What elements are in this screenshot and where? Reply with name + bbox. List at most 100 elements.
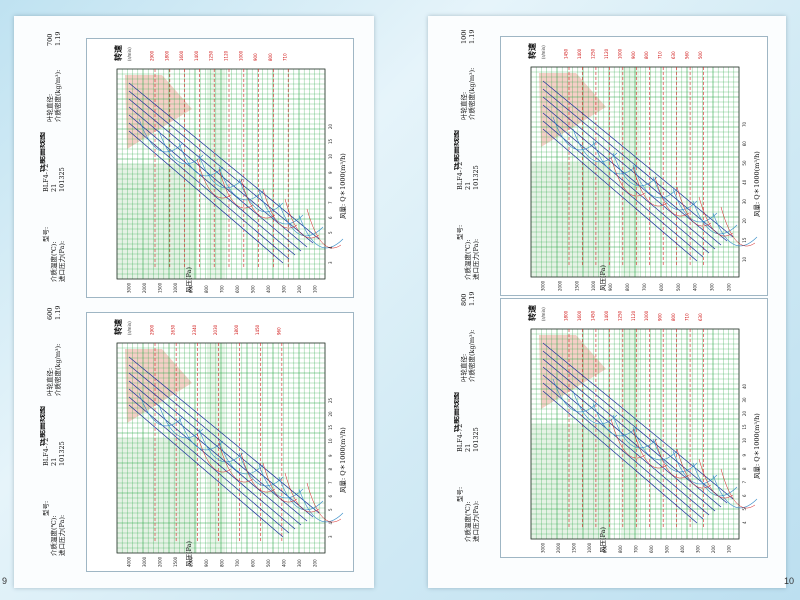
speed-tick: 1400: [604, 310, 609, 321]
impeller-label: 叶轮直径:: [459, 92, 468, 120]
speed-label: 转速: [113, 319, 123, 335]
efficiency-curve: [572, 390, 618, 425]
efficiency-curve: [298, 214, 344, 249]
operating-line: [128, 364, 314, 518]
speed-tick: 1000: [617, 48, 622, 59]
flow-tick: 4: [328, 246, 333, 249]
model-label: 型号:: [455, 487, 464, 502]
flow-axis-label: 风量: Q＊1000(m³/h): [339, 153, 347, 219]
efficiency-curve: [158, 130, 204, 165]
power-curve: [632, 428, 668, 469]
temp-label: 介质温度(℃):: [49, 515, 58, 556]
operating-line: [128, 106, 302, 252]
flow-tick: 3: [328, 535, 333, 538]
model-label: 型号:: [41, 501, 50, 516]
speed-tick: 2630: [171, 324, 176, 335]
spec-block: 型号: BLF4-72 介质温度(℃): 21 进口压力(Pa): 101325 性能曲线图…: [450, 25, 494, 280]
speed-tick: 1450: [590, 310, 595, 321]
flow-tick: 7: [328, 481, 333, 484]
efficiency-curve: [612, 414, 658, 449]
efficiency-curve: [198, 154, 244, 189]
efficiency-curve: [198, 428, 244, 463]
speed-unit: (r/min): [127, 47, 132, 61]
pressure-tick: 2000: [158, 556, 163, 567]
chart-panel-700: 2900 1800 1600 1400 1250 1120 1000 900 800 710 转速(…: [86, 38, 354, 298]
speed-tick: 1600: [179, 50, 184, 61]
flow-tick: 15: [328, 138, 333, 144]
temp-label: 介质温度(℃):: [49, 241, 58, 282]
pressure-tick: 700: [634, 545, 639, 553]
performance-chart: 2900 2630 2340 2030 1800 1450 960 转速 (r/min) 4000…: [113, 319, 347, 567]
temp-value: 21: [50, 184, 58, 192]
efficiency-curve: [632, 426, 678, 461]
impeller-value: 700: [46, 34, 54, 46]
power-curve: [262, 188, 298, 229]
pressure-tick: 900: [204, 559, 209, 567]
operating-line: [128, 130, 284, 264]
flow-axis-label: 风量: Q＊1000(m³/h): [753, 413, 761, 479]
efficiency-curve: [278, 476, 324, 511]
pressure-tick: 2000: [556, 542, 561, 553]
pressure-tick: 1500: [574, 280, 579, 291]
shade-region: [531, 162, 611, 277]
pressure-tick: 3000: [142, 556, 147, 567]
speed-tick: 1250: [590, 48, 595, 59]
efficiency-curve: [298, 488, 344, 523]
chart-title: 性能曲线图: [40, 406, 46, 446]
chart-title: 性能曲线图: [40, 132, 46, 172]
speed-tick: 1600: [577, 310, 582, 321]
operating-line: [128, 388, 296, 530]
pressure-tick: 4000: [127, 556, 132, 567]
pressure-tick: 300: [710, 283, 715, 291]
model-label: 型号:: [455, 225, 464, 240]
pressure-tick: 500: [665, 545, 670, 553]
power-curve: [218, 442, 254, 483]
pressure-tick: 1000: [173, 282, 178, 293]
flow-tick: 15: [742, 424, 747, 430]
pressure-tick: 600: [251, 559, 256, 567]
efficiency-curve: [138, 392, 184, 427]
pressure-tick: 500: [676, 283, 681, 291]
temp-value: 21: [50, 458, 58, 466]
grid: [116, 68, 326, 280]
impeller-value: 1000: [460, 30, 468, 44]
pressure-tick: 200: [297, 285, 302, 293]
flow-tick: 30: [742, 199, 747, 205]
pressure-tick: 700: [220, 285, 225, 293]
pressure-tick: 800: [625, 283, 630, 291]
pressure-tick: 600: [659, 283, 664, 291]
pressure-tick: 1500: [158, 282, 163, 293]
speed-tick: 710: [658, 51, 663, 59]
operating-line: [542, 128, 698, 262]
left-page: 2900 1800 1600 1400 1250 1120 1000 900 800 710 转速(…: [2, 16, 374, 588]
pressure-tick: 2000: [142, 282, 147, 293]
flow-tick: 7: [328, 201, 333, 204]
speed-tick: 710: [685, 313, 690, 321]
efficiency-curve: [178, 142, 224, 177]
flow-tick: 4: [328, 522, 333, 525]
power-curve: [720, 206, 756, 247]
speed-tick: 560: [685, 51, 690, 59]
efficiency-curve: [218, 166, 264, 201]
pressure-tick: 800: [204, 285, 209, 293]
pressure-value: 101325: [58, 441, 66, 466]
operating-line: [542, 350, 728, 504]
operating-line: [542, 342, 734, 500]
pressure-tick: 200: [727, 283, 732, 291]
pressure-tick: 100: [727, 545, 732, 553]
speed-tick: 1120: [224, 50, 229, 61]
power-curve: [632, 166, 668, 207]
flow-tick: 20: [328, 123, 333, 129]
speed-tick: 1120: [604, 48, 609, 59]
model-value: BLF4-72: [456, 424, 464, 452]
density-value: 1.196: [54, 32, 62, 46]
power-curve: [610, 156, 646, 197]
right-page: 1450 1400 1250 1120 1000 900 800 710 630 560 500 转速…: [428, 16, 794, 588]
flow-tick: 70: [742, 121, 747, 127]
density-label: 介质密度(kg/m³):: [467, 68, 476, 120]
pressure-tick: 300: [297, 559, 302, 567]
temp-label: 介质温度(℃):: [463, 501, 472, 542]
chart-frame: [530, 66, 740, 278]
efficiency-curve: [612, 152, 658, 187]
spec-block: 型号: BLF4-72 介质温度(℃): 21 进口压力(Pa): 101325 性能曲线图…: [36, 27, 80, 282]
